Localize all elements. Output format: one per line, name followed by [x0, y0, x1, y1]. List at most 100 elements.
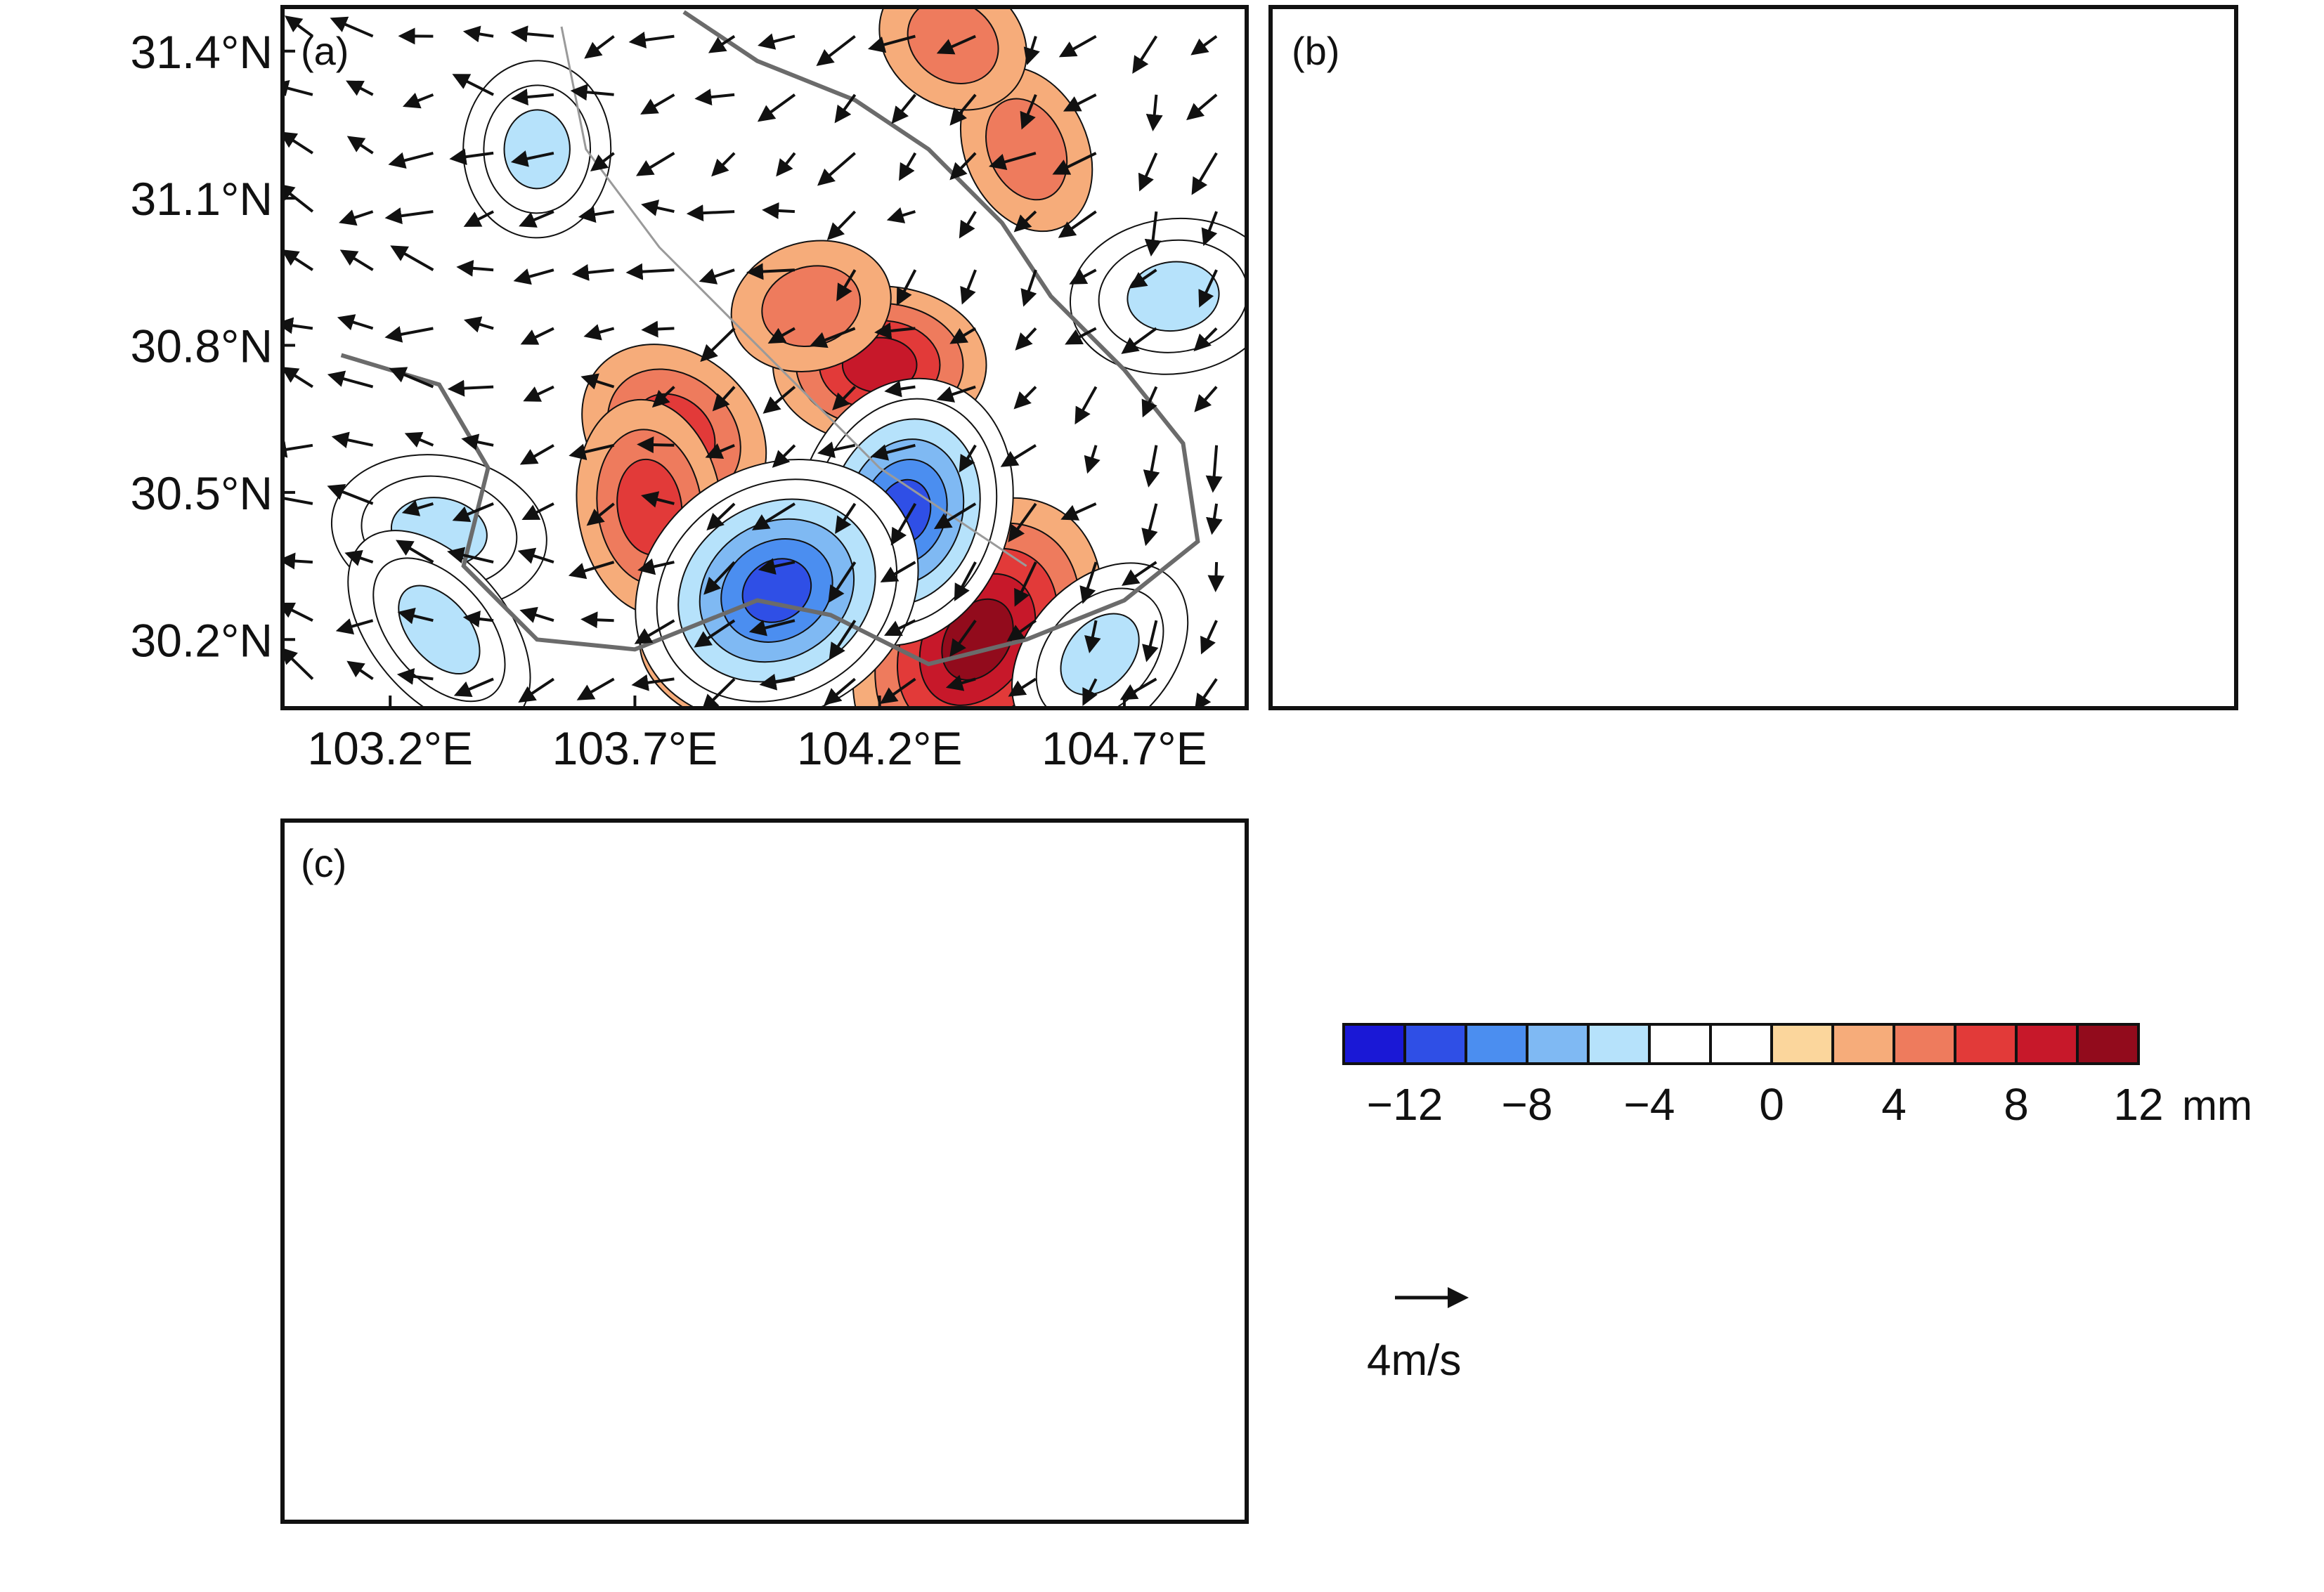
wind-vector: [641, 200, 675, 216]
panel-c: (c): [280, 818, 1249, 1524]
wind-vector: [335, 618, 374, 635]
y-tick: 30.2°N: [130, 614, 295, 666]
x-tick-label: 103.7°E: [552, 722, 718, 774]
wind-vector: [1052, 152, 1097, 175]
wind-vector: [891, 93, 916, 124]
wind-vector: [510, 25, 554, 43]
wind-vector: [1191, 152, 1218, 195]
wind-vector: [456, 259, 494, 277]
colorbar-box: [1465, 1023, 1528, 1065]
wind-vector: [1190, 34, 1218, 56]
wind-vector: [1063, 93, 1097, 112]
wind-vector: [396, 667, 434, 685]
wind-vector: [1082, 678, 1098, 706]
wind-vector: [283, 552, 313, 570]
y-tick-label: 31.4°N: [130, 26, 273, 78]
x-tick-label: 104.7°E: [1041, 722, 1207, 774]
wind-vector: [703, 561, 736, 595]
wind-vector: [397, 607, 434, 625]
wind-vector: [1193, 327, 1218, 352]
wind-vector: [511, 89, 554, 106]
wind-vector: [762, 202, 796, 219]
colorbar-tick-label: 12: [2113, 1079, 2163, 1130]
colorbar-tick-label: −8: [1502, 1079, 1553, 1130]
anomaly-center: [347, 530, 531, 708]
wind-vector: [1141, 386, 1158, 418]
wind-vector: [1084, 620, 1101, 653]
wind-vector: [388, 151, 434, 169]
panel-frame: [280, 818, 1249, 1524]
wind-vector: [694, 89, 735, 106]
wind-vector: [1075, 386, 1098, 425]
wind-vector: [283, 647, 314, 680]
wind-vector: [899, 152, 917, 181]
wind-vector: [569, 443, 615, 460]
wind-vector: [705, 443, 735, 459]
anomaly-contour: [398, 585, 481, 675]
wind-vector: [949, 93, 977, 126]
y-axis-ticks: 31.4°N 31.1°N 30.8°N 30.5°N 30.2°N: [130, 26, 295, 666]
wind-vector: [867, 34, 916, 53]
colorbar-unit: mm: [2182, 1082, 2252, 1129]
wind-vector: [758, 558, 796, 575]
wind-vector: [1006, 619, 1037, 642]
x-tick: 104.7°E: [1041, 696, 1207, 774]
wind-vector: [988, 151, 1037, 171]
wind-vector: [344, 549, 374, 566]
wind-vector: [711, 152, 736, 177]
wind-vector: [758, 33, 796, 50]
wind-vector: [396, 540, 434, 563]
wind-vector: [519, 210, 554, 228]
wind-vector: [339, 209, 374, 226]
panel-label: (b): [1292, 29, 1339, 73]
colorbar: −12 −8 −4 0 4 8 12 mm: [1342, 1023, 2252, 1130]
wind-vector: [890, 502, 917, 546]
colorbar-box: [1403, 1023, 1467, 1065]
y-tick: 30.5°N: [130, 467, 295, 519]
wind-vector: [590, 152, 615, 171]
wind-vector: [776, 152, 796, 177]
x-tick-label: 104.2°E: [797, 722, 963, 774]
wind-vector: [520, 327, 554, 345]
colorbar-box: [1770, 1023, 1834, 1065]
wind-vector: [701, 677, 736, 708]
wind-vector: [1138, 152, 1158, 192]
wind-vector: [580, 373, 615, 390]
wind-vector: [1198, 269, 1218, 308]
panel-b: (b): [1268, 5, 2238, 710]
wind-vector: [884, 619, 916, 637]
wind-vector: [1084, 445, 1101, 474]
wind-vector: [1069, 268, 1097, 285]
wind-vector: [880, 561, 916, 583]
wind-vector: [453, 677, 494, 698]
wind-vector: [945, 674, 976, 691]
colorbar-box: [1954, 1023, 2018, 1065]
wind-vector: [1060, 502, 1097, 521]
wind-vector: [284, 15, 314, 38]
wind-vector: [700, 327, 736, 363]
wind-vector: [346, 660, 374, 681]
panel-frame: [1268, 5, 2238, 710]
colorbar-tick-label: 8: [2004, 1079, 2029, 1130]
wind-vector: [283, 490, 313, 507]
map-background: [1271, 7, 2236, 708]
wind-vector: [949, 152, 977, 181]
wind-vector: [1008, 502, 1037, 542]
wind-vector: [576, 677, 615, 700]
wind-vector: [519, 606, 554, 623]
wind-vector: [1145, 94, 1163, 131]
colorbar-box: [2015, 1023, 2079, 1065]
wind-vector: [1186, 93, 1218, 121]
wind-vector: [452, 502, 494, 523]
wind-vector: [634, 619, 675, 644]
wind-vector: [949, 327, 977, 344]
wind-vector: [954, 561, 977, 601]
y-tick-label: 30.5°N: [130, 467, 273, 519]
x-axis-ticks: 103.2°E 103.7°E 104.2°E 104.7°E: [307, 696, 1207, 774]
wind-vector: [949, 620, 977, 657]
wind-vector: [832, 386, 857, 411]
wind-vector: [327, 484, 374, 505]
colorbar-tick-label: 0: [1759, 1079, 1784, 1130]
wind-vector: [1121, 561, 1157, 586]
